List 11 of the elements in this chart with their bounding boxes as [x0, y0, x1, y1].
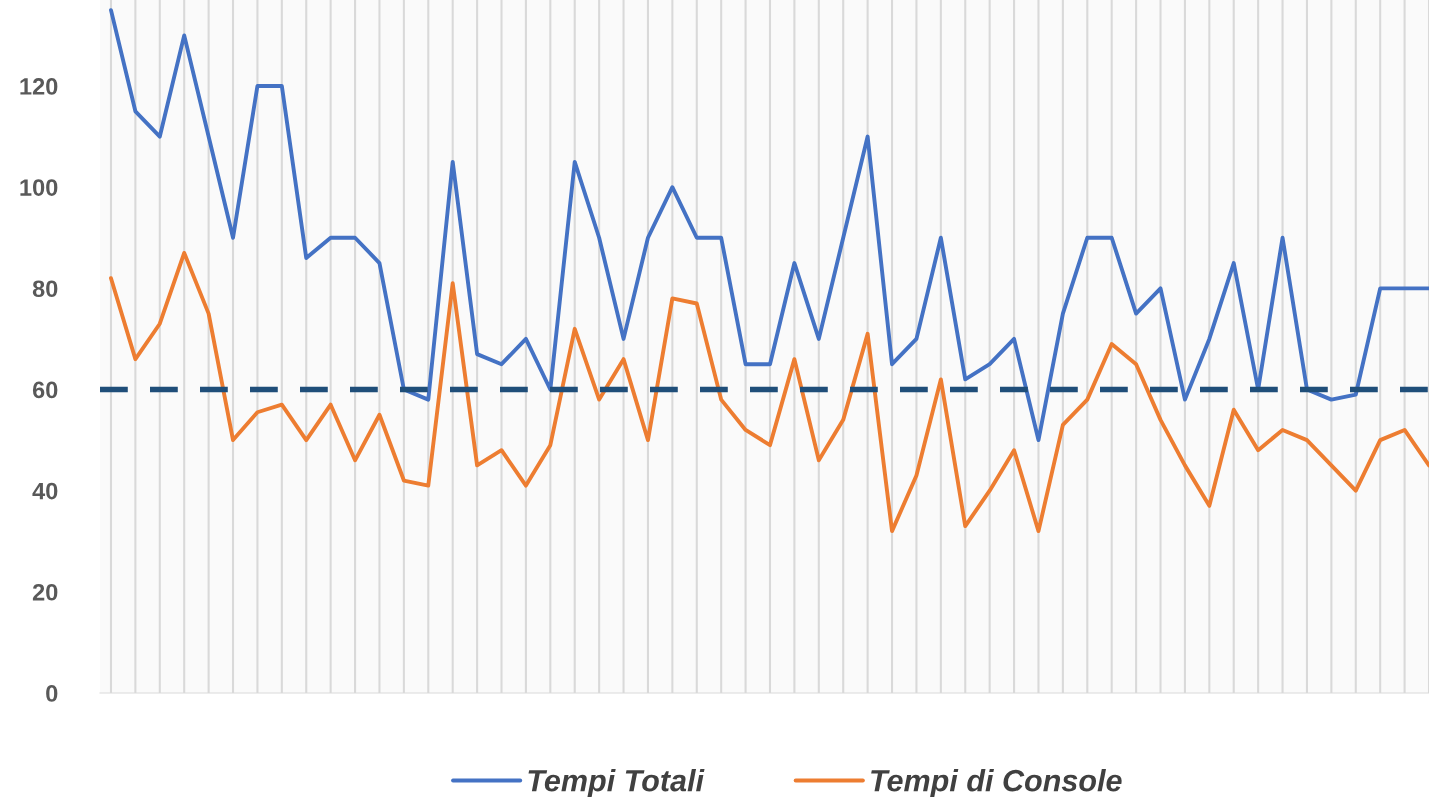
- y-tick-label: 80: [32, 280, 58, 298]
- line-series: [109, 250, 1429, 534]
- legend-label: Tempi Totali: [528, 769, 705, 797]
- y-tick-label: 40: [32, 482, 58, 500]
- y-tick-label: 60: [32, 381, 58, 399]
- y-tick-label: 100: [20, 179, 58, 196]
- line-series: [109, 8, 1429, 443]
- y-tick-label: 0: [46, 685, 58, 702]
- y-tick-label: 120: [20, 78, 58, 95]
- legend-label: Tempi di Console: [871, 769, 1122, 797]
- y-tick-label: 20: [32, 583, 58, 601]
